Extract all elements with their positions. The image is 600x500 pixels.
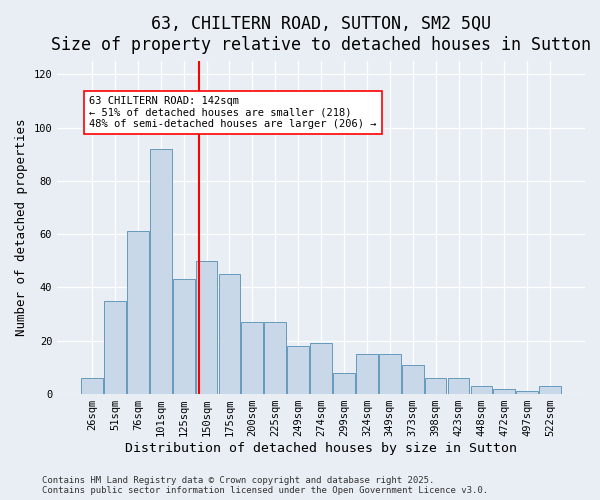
- Bar: [265, 322, 286, 394]
- Bar: [173, 280, 194, 394]
- Text: 63 CHILTERN ROAD: 142sqm
← 51% of detached houses are smaller (218)
48% of semi-: 63 CHILTERN ROAD: 142sqm ← 51% of detach…: [89, 96, 376, 129]
- Bar: [150, 149, 172, 394]
- Bar: [81, 378, 103, 394]
- Bar: [333, 373, 355, 394]
- Bar: [241, 322, 263, 394]
- Bar: [196, 261, 217, 394]
- Bar: [517, 392, 538, 394]
- Bar: [287, 346, 309, 394]
- Bar: [448, 378, 469, 394]
- Bar: [310, 344, 332, 394]
- Bar: [127, 232, 149, 394]
- Y-axis label: Number of detached properties: Number of detached properties: [15, 118, 28, 336]
- Bar: [539, 386, 561, 394]
- Bar: [425, 378, 446, 394]
- Bar: [470, 386, 492, 394]
- Bar: [356, 354, 378, 394]
- Text: Contains HM Land Registry data © Crown copyright and database right 2025.
Contai: Contains HM Land Registry data © Crown c…: [42, 476, 488, 495]
- X-axis label: Distribution of detached houses by size in Sutton: Distribution of detached houses by size …: [125, 442, 517, 455]
- Bar: [493, 389, 515, 394]
- Bar: [379, 354, 401, 394]
- Bar: [104, 301, 126, 394]
- Title: 63, CHILTERN ROAD, SUTTON, SM2 5QU
Size of property relative to detached houses : 63, CHILTERN ROAD, SUTTON, SM2 5QU Size …: [51, 15, 591, 54]
- Bar: [402, 365, 424, 394]
- Bar: [218, 274, 241, 394]
